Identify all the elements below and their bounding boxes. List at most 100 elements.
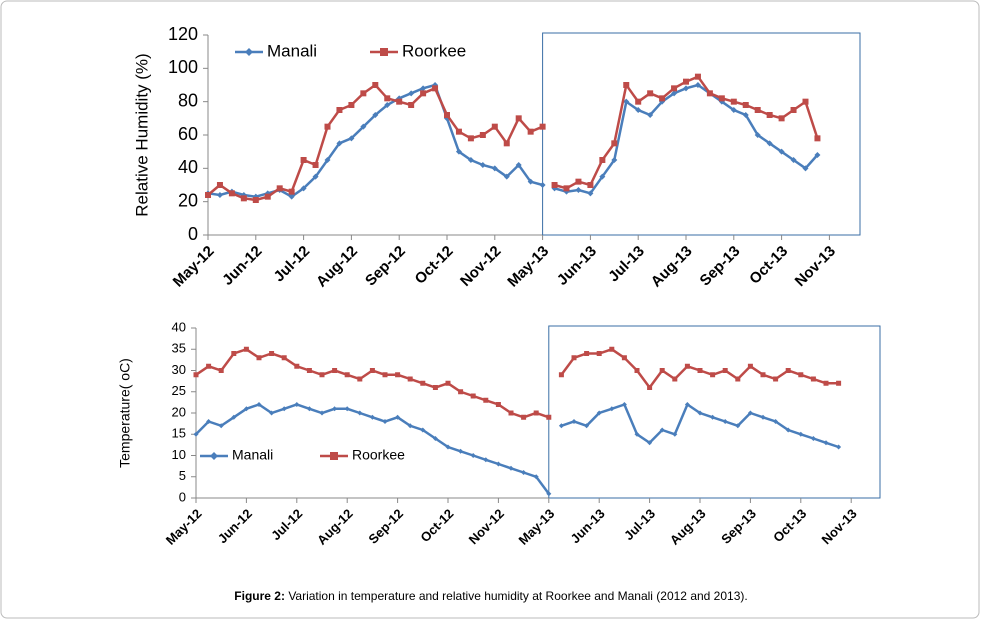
legend-label: Manali (232, 447, 273, 463)
point-marker (599, 173, 606, 180)
point-marker (742, 112, 749, 118)
point-marker (754, 107, 761, 113)
point-marker (384, 95, 391, 102)
point-marker (231, 414, 237, 420)
point-marker (508, 410, 514, 416)
point-marker (324, 157, 331, 163)
point-marker (483, 397, 489, 403)
point-marker (252, 197, 259, 203)
y-tick-label: 5 (179, 468, 186, 483)
point-marker (458, 448, 464, 454)
point-marker (575, 178, 582, 185)
point-marker (697, 368, 703, 373)
y-tick-label: 100 (168, 57, 198, 77)
point-marker (621, 355, 627, 361)
y-tick-label: 0 (188, 224, 198, 244)
point-marker (730, 107, 737, 113)
point-marker (659, 95, 666, 102)
point-marker (444, 112, 450, 118)
point-marker (773, 419, 779, 424)
point-marker (231, 351, 237, 356)
point-marker (785, 368, 791, 373)
point-marker (470, 453, 476, 458)
y-tick-label: 30 (172, 362, 186, 377)
point-marker (647, 385, 653, 390)
point-marker (382, 372, 388, 378)
point-marker (802, 98, 809, 105)
point-marker (395, 414, 401, 420)
point-marker (766, 112, 773, 118)
y-tick-label: 60 (178, 124, 198, 144)
point-marker (810, 436, 816, 441)
panel-box (542, 32, 861, 236)
point-marker (596, 351, 602, 356)
point-marker (659, 427, 665, 433)
point-marker (596, 410, 602, 416)
point-marker (420, 90, 427, 97)
point-marker (269, 351, 275, 356)
point-marker (684, 363, 690, 369)
point-marker (558, 423, 564, 429)
point-marker (420, 85, 427, 92)
point-marker (467, 135, 474, 142)
point-marker (766, 140, 773, 147)
point-marker (798, 372, 804, 378)
point-marker (836, 444, 842, 450)
point-marker (288, 188, 295, 195)
point-marker (503, 140, 510, 147)
point-marker (683, 78, 689, 85)
point-marker (814, 135, 821, 142)
point-marker (621, 402, 627, 407)
point-marker (360, 123, 367, 130)
point-marker (384, 102, 391, 108)
legend-marker (210, 452, 218, 460)
point-marker (539, 123, 546, 130)
point-marker (515, 162, 522, 168)
point-marker (300, 185, 307, 192)
point-marker (790, 157, 797, 163)
point-marker (802, 165, 809, 172)
caption-text: Variation in temperature and relative hu… (288, 589, 747, 603)
point-marker (609, 346, 615, 352)
y-tick-label: 80 (178, 90, 198, 110)
point-marker (521, 470, 527, 475)
point-marker (432, 385, 438, 390)
point-marker (575, 187, 582, 193)
point-marker (609, 406, 615, 412)
point-marker (312, 173, 319, 180)
point-marker (240, 195, 247, 202)
point-marker (760, 372, 766, 378)
point-marker (672, 376, 678, 382)
point-marker (294, 402, 300, 407)
point-marker (754, 132, 761, 138)
point-marker (408, 102, 415, 108)
point-marker (348, 135, 355, 142)
point-marker (458, 389, 464, 395)
point-marker (546, 414, 552, 420)
point-marker (336, 140, 343, 147)
point-marker (571, 419, 577, 424)
point-marker (396, 98, 403, 105)
point-marker (778, 148, 785, 155)
point-marker (710, 372, 716, 378)
point-marker (294, 363, 300, 369)
point-marker (216, 192, 223, 198)
y-axis-label: Relative Humidity (%) (132, 53, 151, 216)
point-marker (521, 414, 527, 420)
point-marker (742, 102, 749, 108)
point-marker (647, 440, 653, 446)
point-marker (420, 380, 426, 386)
point-marker (503, 173, 510, 180)
point-marker (571, 355, 577, 361)
point-marker (836, 380, 842, 386)
point-marker (256, 402, 262, 407)
point-marker (706, 90, 713, 97)
point-marker (635, 107, 642, 113)
point-marker (432, 436, 438, 441)
point-marker (814, 152, 821, 158)
point-marker (218, 368, 224, 373)
point-marker (584, 423, 590, 429)
point-marker (445, 444, 451, 450)
point-marker (312, 162, 319, 168)
legend-marker (330, 452, 338, 460)
